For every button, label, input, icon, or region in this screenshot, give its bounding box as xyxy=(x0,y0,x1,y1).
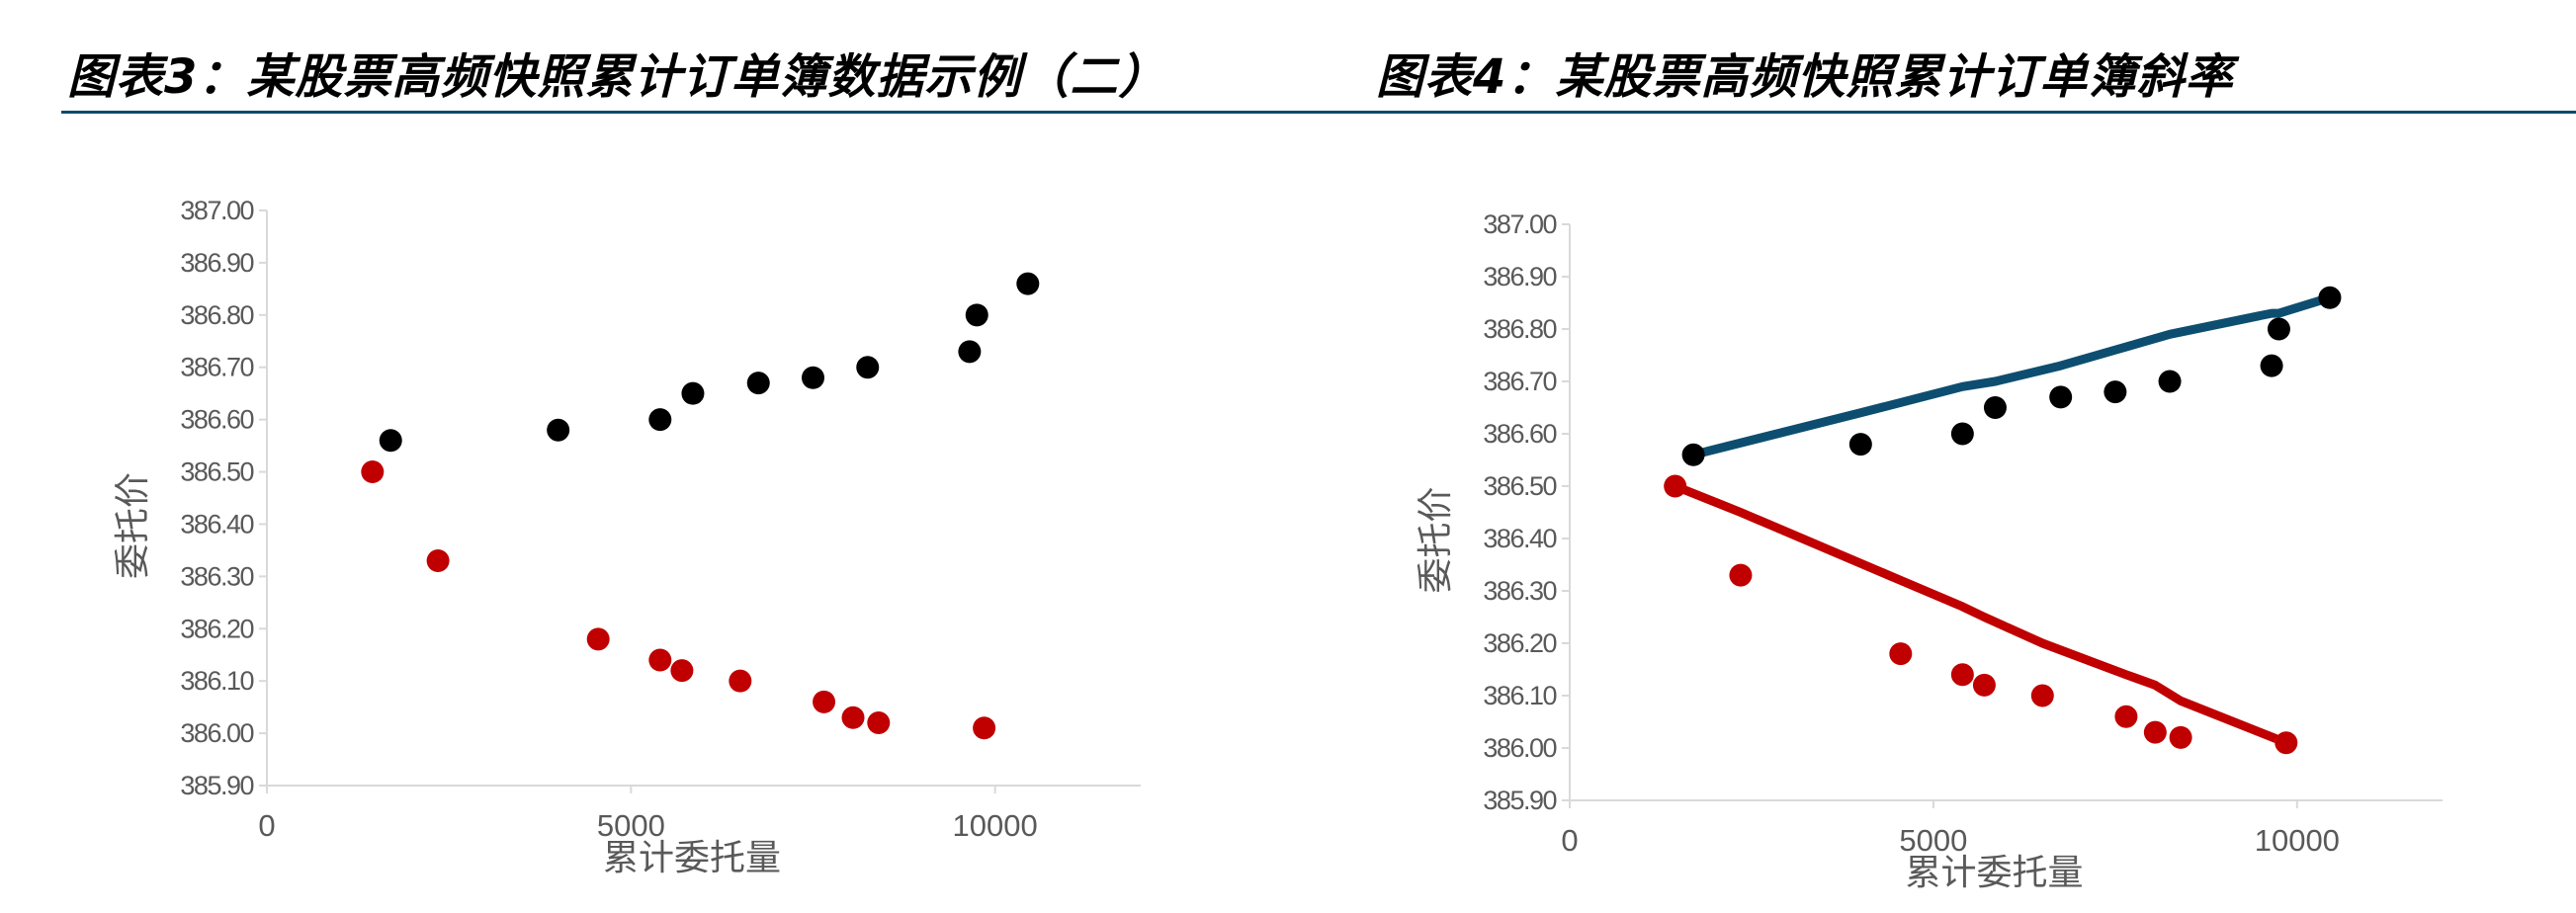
ask-data-point xyxy=(681,381,705,405)
y-tick-label: 386.50 xyxy=(1483,471,1556,501)
y-tick-label: 387.00 xyxy=(180,196,253,225)
ask-data-point xyxy=(1950,422,1974,446)
ask-data-point xyxy=(1681,443,1705,466)
y-tick-label: 386.90 xyxy=(180,248,253,278)
bid-data-point xyxy=(1664,474,1687,498)
y-tick-label: 386.80 xyxy=(180,300,253,330)
bid-data-point xyxy=(2114,705,2138,728)
x-tick-label: 5000 xyxy=(1899,823,1967,858)
title-divider xyxy=(61,111,2576,114)
y-tick-label: 385.90 xyxy=(1483,786,1556,815)
x-tick-label: 0 xyxy=(258,808,275,843)
y-axis-label: 委托价 xyxy=(1416,486,1456,593)
ask-data-point xyxy=(2267,317,2290,341)
y-tick-label: 386.40 xyxy=(1483,524,1556,553)
ask-data-point xyxy=(1983,396,2007,419)
bid-data-point xyxy=(2030,684,2054,707)
ask-data-point xyxy=(965,303,988,327)
bid-data-point xyxy=(813,690,836,713)
figure-3-title: 图表3：某股票高频快照累计订单簿数据示例（二） xyxy=(67,49,1167,105)
x-axis-label: 累计委托量 xyxy=(1905,853,2083,893)
x-axis-label: 累计委托量 xyxy=(603,838,781,878)
y-tick-label: 386.10 xyxy=(180,666,253,696)
bid-data-point xyxy=(1729,563,1753,587)
bid-data-point xyxy=(586,627,610,651)
ask-data-point xyxy=(2158,370,2182,393)
bid-data-point xyxy=(973,716,996,740)
bid-data-point xyxy=(648,648,672,672)
y-tick-label: 386.70 xyxy=(1483,367,1556,396)
x-tick-label: 10000 xyxy=(953,808,1038,843)
y-tick-label: 386.20 xyxy=(180,614,253,643)
bid-data-point xyxy=(867,711,891,735)
y-tick-label: 387.00 xyxy=(1483,209,1556,239)
ask-data-point xyxy=(648,408,672,432)
ask-slope-line xyxy=(1688,292,2335,459)
ask-data-point xyxy=(856,356,880,379)
y-tick-label: 386.30 xyxy=(180,561,253,591)
bid-data-point xyxy=(729,669,752,693)
ask-data-point xyxy=(547,418,570,442)
figure-4-title: 图表4：某股票高频快照累计订单簿斜率 xyxy=(1376,49,2234,105)
bid-data-point xyxy=(426,548,450,572)
y-tick-label: 386.90 xyxy=(1483,262,1556,291)
x-tick-label: 10000 xyxy=(2255,823,2340,858)
ask-data-point xyxy=(1016,272,1040,295)
ask-data-point xyxy=(2260,354,2283,377)
bid-data-point xyxy=(1950,663,1974,687)
bid-data-point xyxy=(361,460,385,484)
ask-data-point xyxy=(1848,433,1872,456)
x-tick-label: 5000 xyxy=(597,808,665,843)
y-tick-label: 385.90 xyxy=(180,771,253,800)
ask-data-point xyxy=(2318,286,2342,309)
bid-data-point xyxy=(670,659,694,683)
y-axis-label: 委托价 xyxy=(113,472,153,579)
bid-data-point xyxy=(2169,725,2192,749)
bid-slope-line xyxy=(1671,481,2291,748)
y-tick-label: 386.50 xyxy=(180,457,253,487)
y-tick-label: 386.70 xyxy=(180,353,253,382)
y-tick-label: 386.10 xyxy=(1483,681,1556,710)
ask-data-point xyxy=(958,340,982,364)
bid-data-point xyxy=(841,706,865,729)
ask-data-point xyxy=(746,372,770,395)
y-tick-label: 386.00 xyxy=(1483,733,1556,763)
y-tick-label: 386.80 xyxy=(1483,314,1556,344)
x-tick-label: 0 xyxy=(1561,823,1578,858)
bid-data-point xyxy=(1889,642,1913,666)
ask-data-point xyxy=(2049,385,2073,409)
bid-data-point xyxy=(2275,731,2298,755)
bid-data-point xyxy=(2143,720,2167,744)
ask-data-point xyxy=(2104,380,2127,404)
y-tick-label: 386.30 xyxy=(1483,576,1556,606)
chart-figure-3: 385.90 386.00 386.10 386.20 386.30 386.40 386.… xyxy=(113,196,1141,878)
y-tick-label: 386.40 xyxy=(180,509,253,539)
ask-data-point xyxy=(802,366,824,389)
y-tick-label: 386.60 xyxy=(180,405,253,435)
y-tick-label: 386.60 xyxy=(1483,419,1556,449)
y-tick-label: 386.00 xyxy=(180,718,253,748)
y-tick-label: 386.20 xyxy=(1483,628,1556,658)
ask-data-point xyxy=(379,429,402,453)
bid-data-point xyxy=(1972,673,1996,697)
